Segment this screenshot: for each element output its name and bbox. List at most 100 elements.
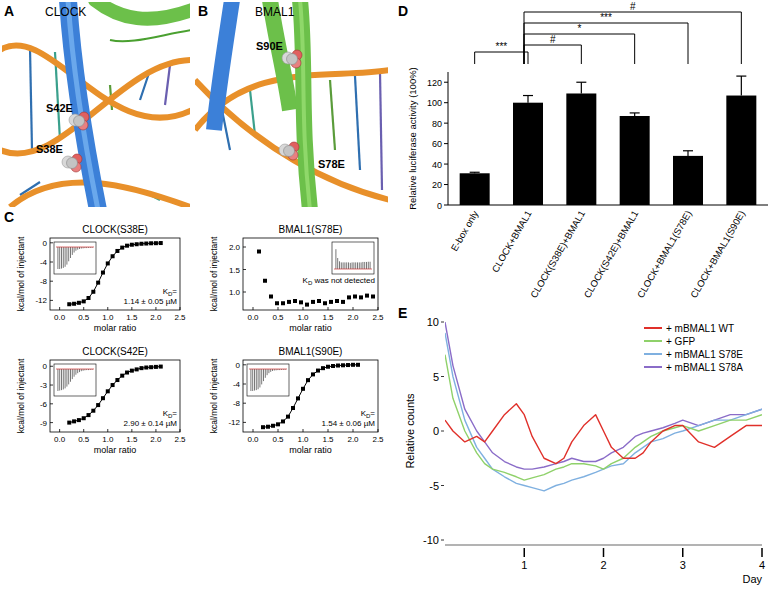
dna-backbone <box>2 60 190 154</box>
data-point <box>149 365 153 369</box>
data-point <box>341 363 345 367</box>
data-point <box>67 421 71 425</box>
injection-peak <box>265 369 266 378</box>
x-tick <box>131 307 132 310</box>
site-label: S90E <box>256 40 283 52</box>
chart-title: BMAL1(S90E) <box>279 346 343 357</box>
data-point <box>336 364 340 368</box>
helix <box>300 2 310 207</box>
injection-peak <box>261 369 262 384</box>
data-point <box>82 299 86 303</box>
x-tick-label: 2 <box>600 559 606 571</box>
x-tick <box>107 307 108 310</box>
dna-base <box>355 76 360 170</box>
injection-peak <box>357 262 358 269</box>
x-tick-label: 0.5 <box>272 313 284 322</box>
y-tick <box>243 364 246 365</box>
significance-label: # <box>550 34 556 45</box>
x-tick-label: 2.5 <box>174 435 186 444</box>
significance-label: # <box>630 1 636 12</box>
y-tick-label: -10 <box>423 534 439 546</box>
y-tick-label: 60 <box>432 139 442 149</box>
x-tick <box>682 548 684 557</box>
data-point <box>269 295 273 299</box>
data-point <box>299 300 303 304</box>
error-bar-cap <box>683 150 693 151</box>
y-tick-label: -3 <box>40 381 48 390</box>
injection-peak <box>59 369 60 391</box>
structure-bmal1 <box>195 2 388 207</box>
x-axis-label: molar ratio <box>94 323 137 333</box>
injection-peak <box>361 262 362 269</box>
y-axis-label: kcal/mol of injectant <box>16 236 26 311</box>
x-tick-label: 4 <box>759 559 765 571</box>
x-tick <box>328 307 329 310</box>
data-point <box>111 254 115 258</box>
y-tick <box>243 292 246 293</box>
x-tick <box>353 307 354 310</box>
x-tick <box>59 307 60 310</box>
injection-peak <box>335 249 336 269</box>
y-tick-label: -9 <box>40 419 48 428</box>
data-point <box>130 369 134 373</box>
data-point <box>365 294 369 298</box>
dna-base <box>330 80 335 150</box>
x-tick-label: CLOCK(S42E)+BMAL1 <box>581 209 640 300</box>
injection-peak <box>252 369 253 391</box>
error-bar-cap <box>736 75 746 76</box>
panel-label: D <box>398 3 408 19</box>
data-point <box>347 295 351 299</box>
x-tick-label: 1.0 <box>297 313 309 322</box>
site-label: S38E <box>36 143 63 155</box>
atom <box>284 146 295 157</box>
x-tick-label: 1.5 <box>322 313 334 322</box>
injection-peak <box>61 369 62 390</box>
y-tick-label: 0 <box>437 201 442 211</box>
injection-peak <box>63 247 64 268</box>
x-tick-label: 1 <box>521 559 527 571</box>
legend: + mBMAL1 WT+ GFP+ mBMAL1 S78E+ mBMAL1 S7… <box>644 323 743 373</box>
error-bar-stem <box>741 76 742 95</box>
y-tick <box>441 540 444 541</box>
legend-swatch <box>644 353 662 355</box>
injection-peak <box>72 369 73 379</box>
x-tick-label: 2.0 <box>347 313 359 322</box>
y-tick-label: 0 <box>43 362 48 371</box>
injection-peak <box>368 262 369 269</box>
y-tick-label: -12 <box>35 296 47 305</box>
y-tick <box>441 485 444 486</box>
data-point <box>335 299 339 303</box>
error-bar <box>736 76 746 95</box>
y-tick-label: 1.5 <box>229 266 241 275</box>
y-tick-label: 20 <box>432 180 442 190</box>
x-tick-label: 3 <box>680 559 686 571</box>
injection-peak <box>57 247 58 269</box>
error-bar <box>576 82 586 93</box>
injection-peak <box>362 262 363 269</box>
figure: ABCDECLOCKS42ES38EBMAL1S90ES78ECLOCK(S38… <box>0 0 773 593</box>
y-tick-label: -12 <box>228 418 240 427</box>
x-tick-label: 2.0 <box>347 435 359 444</box>
injection-peak <box>254 369 255 391</box>
y-tick-label: -6 <box>40 400 48 409</box>
injection-peak <box>66 247 67 265</box>
bar <box>513 103 543 205</box>
data-point <box>271 424 275 428</box>
data-point <box>266 425 270 429</box>
annotation-after: = <box>370 409 375 418</box>
injection-peak <box>343 262 344 269</box>
injection-peak <box>337 258 338 269</box>
y-axis-label: kcal/mol of injectant <box>16 358 26 433</box>
helix <box>214 2 232 130</box>
x-tick-label: 0.0 <box>247 435 259 444</box>
y-tick-label: 2.0 <box>229 243 241 252</box>
bar-chart: 020406080100120Relative luciferase activ… <box>407 1 768 300</box>
annotation: KD was not detected <box>303 276 375 286</box>
data-point <box>263 279 267 283</box>
annotation-text: 1.14 ± 0.05 µM <box>124 297 178 306</box>
y-tick <box>441 431 444 432</box>
inset-baseline <box>56 247 94 248</box>
plot-frame <box>50 360 180 432</box>
data-point <box>281 419 285 423</box>
data-point <box>341 300 345 304</box>
